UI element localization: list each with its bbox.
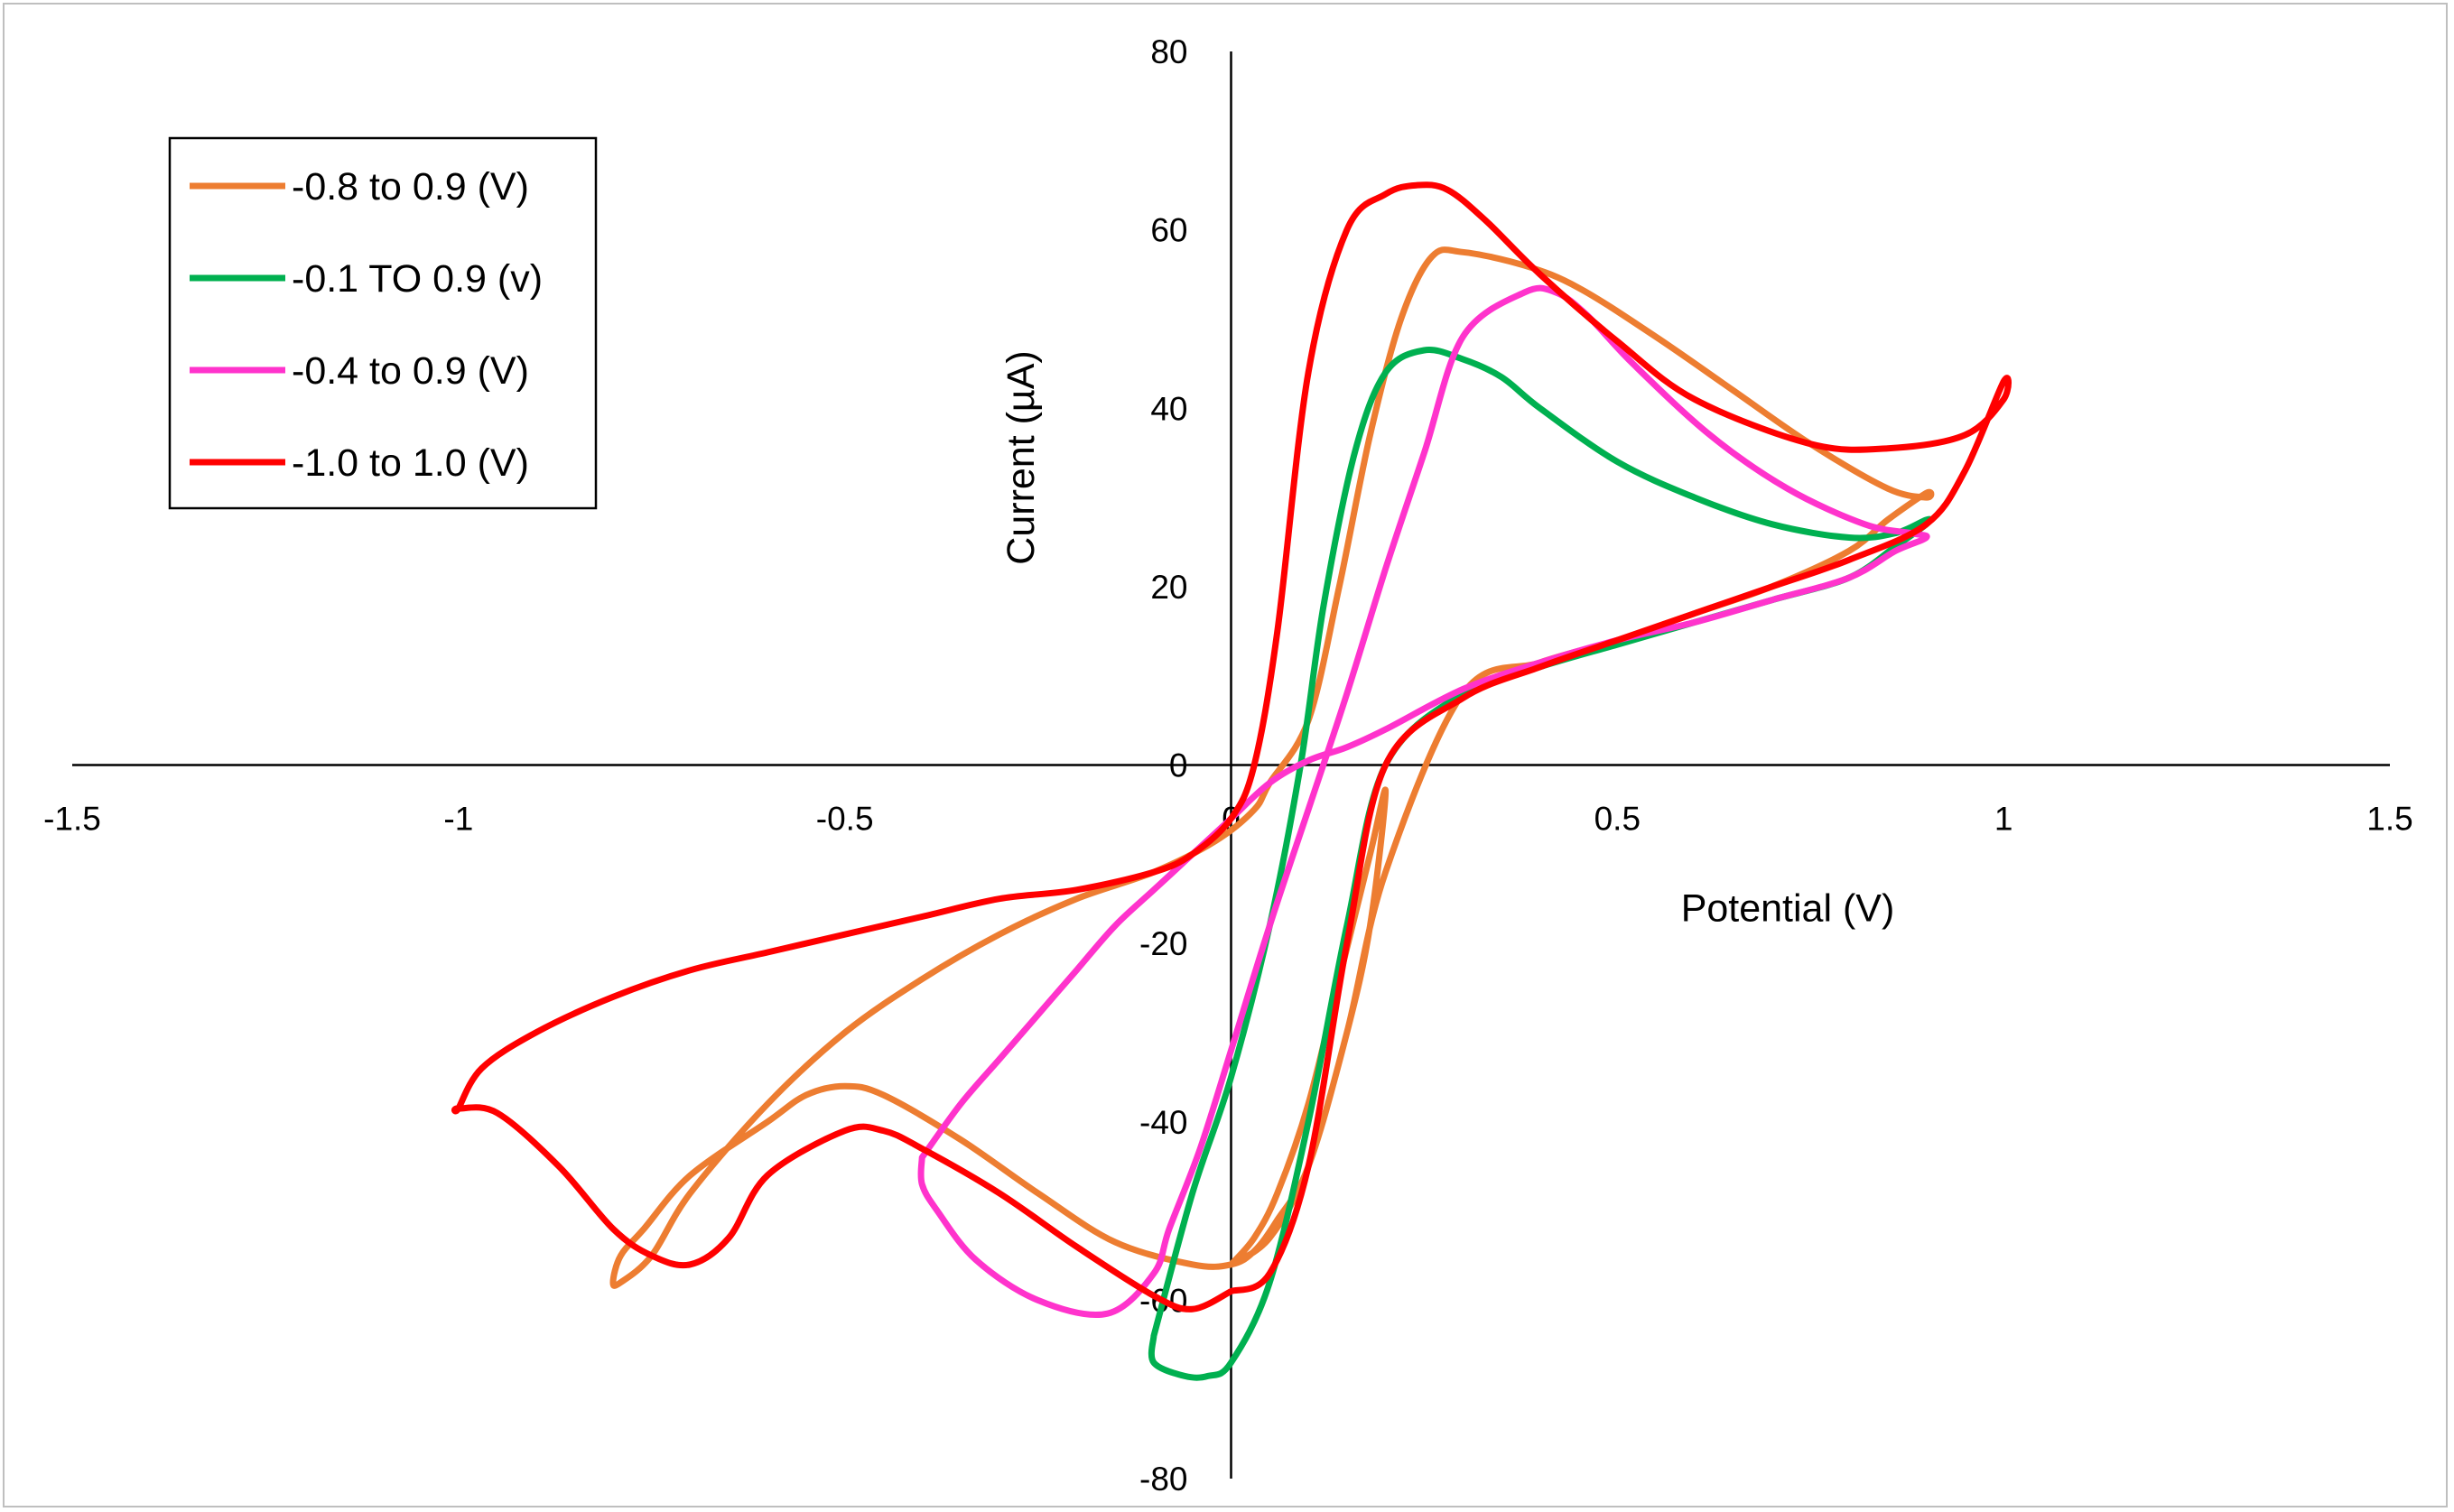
y-tick-label: -20: [1139, 925, 1187, 962]
y-tick-label: -40: [1139, 1104, 1187, 1141]
y-axis-title: Current (µA): [999, 350, 1043, 564]
legend-box: [168, 136, 598, 510]
x-tick-label: 1: [1994, 801, 2013, 838]
y-tick-label: 40: [1150, 390, 1187, 427]
x-axis-title: Potential (V): [1681, 887, 1895, 931]
legend: -0.8 to 0.9 (V) -0.1 TO 0.9 (v) -0.4 to 0.…: [168, 136, 598, 510]
y-tick-label: 20: [1150, 569, 1187, 606]
series-lines: [451, 181, 2012, 1381]
x-tick-label: -1.5: [43, 801, 101, 838]
series-line-2: [1148, 347, 1934, 1381]
chart-frame: -1.5 -1 -0.5 0 0.5 1 1.5 -80 -60 -40 -20 0 20 40 60 80…: [3, 3, 2448, 1507]
x-tick-label: -1: [443, 801, 473, 838]
series-line-3: [917, 284, 1930, 1318]
y-tick-label: 0: [1169, 747, 1188, 784]
cyclic-voltammogram-chart: -1.5 -1 -0.5 0 0.5 1 1.5 -80-60-40-20020406080…: [43, 33, 2413, 1498]
y-tick-label: -80: [1139, 1461, 1187, 1498]
legend-label-4: -1.0 to 1.0 (V): [292, 441, 529, 485]
y-tick-label: 60: [1150, 212, 1187, 249]
series-line-1: [609, 246, 1935, 1289]
legend-label-3: -0.4 to 0.9 (V): [292, 349, 529, 393]
x-tick-label: -0.5: [816, 801, 874, 838]
legend-label-1: -0.8 to 0.9 (V): [292, 165, 529, 209]
y-tick-label: 80: [1150, 33, 1187, 70]
x-tick-label: 1.5: [2366, 801, 2412, 838]
x-tick-label: 0.5: [1594, 801, 1641, 838]
legend-label-2: -0.1 TO 0.9 (v): [292, 257, 543, 301]
series-line-4: [451, 181, 2012, 1313]
